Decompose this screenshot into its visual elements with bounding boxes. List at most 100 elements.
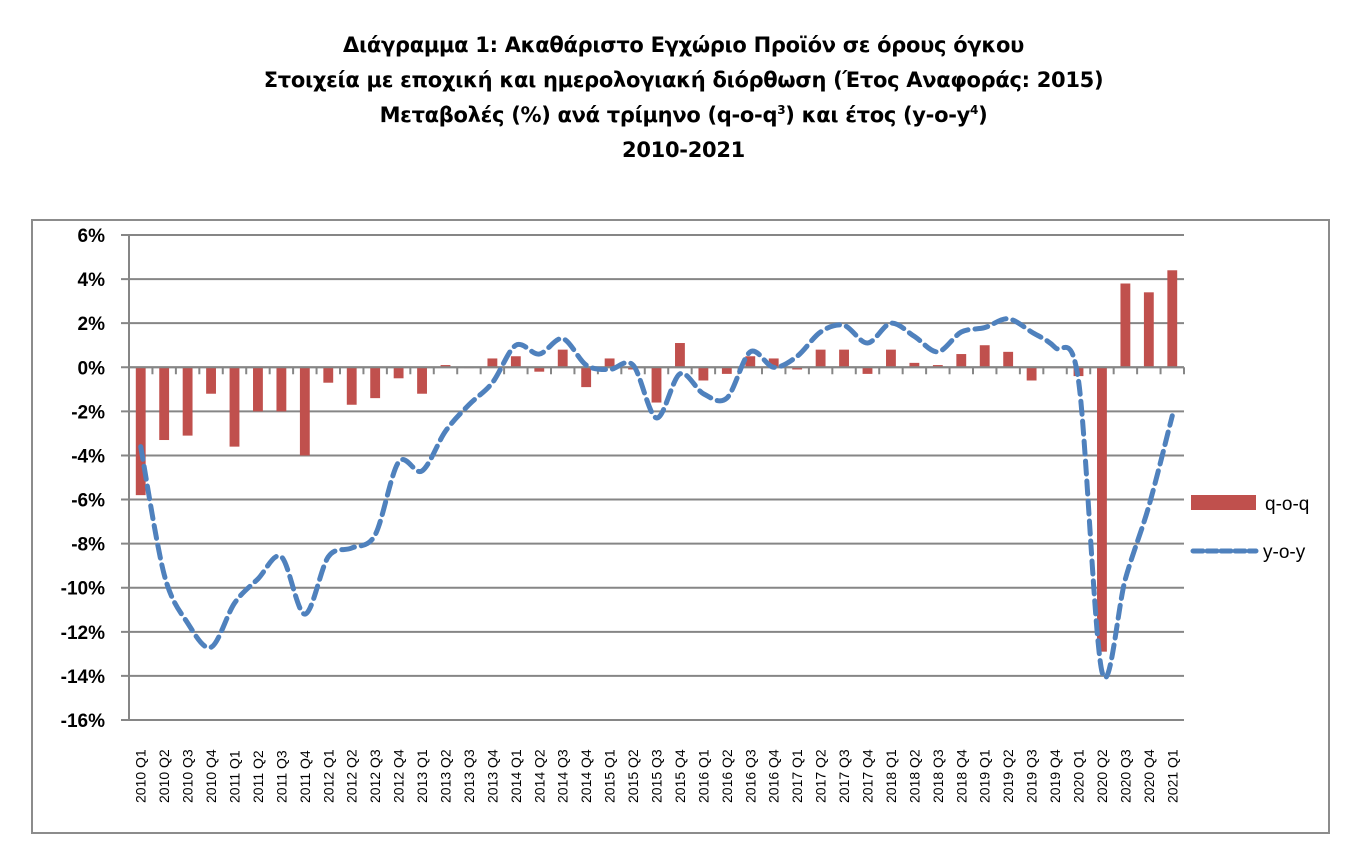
legend-label-qoq: q-o-q: [1265, 494, 1309, 515]
gridlines: [121, 234, 1184, 721]
x-tick-label: 2013 Q4: [484, 749, 500, 803]
y-tick-label: -14%: [61, 667, 105, 688]
x-tick-label: 2015 Q4: [672, 749, 688, 803]
footnote-4: 4: [970, 103, 979, 117]
x-tick-label: 2018 Q1: [883, 749, 899, 803]
chart-title: Διάγραμμα 1: Ακαθάριστο Εγχώριο Προϊόν σ…: [0, 28, 1367, 168]
x-tick-label: 2014 Q2: [531, 749, 547, 803]
x-tick-label: 2020 Q2: [1094, 749, 1110, 803]
qoq-bar: [768, 358, 779, 368]
x-tick-label: 2017 Q4: [860, 749, 876, 803]
y-tick-label: -12%: [61, 623, 105, 644]
qoq-bar: [253, 367, 263, 412]
qoq-bar: [510, 356, 521, 368]
x-tick-label: 2016 Q4: [766, 749, 782, 803]
x-tick-label: 2011 Q3: [273, 750, 289, 803]
y-tick-label: 2%: [78, 314, 106, 335]
qoq-bar: [886, 349, 896, 368]
legend-swatch-bar: [1191, 495, 1256, 510]
x-tick-label: 2020 Q4: [1141, 749, 1157, 803]
qoq-bar: [393, 367, 404, 379]
x-tick-label: 2015 Q3: [649, 749, 665, 803]
x-tick-label: 2018 Q3: [930, 749, 946, 803]
x-tick-label: 2014 Q1: [508, 749, 524, 803]
qoq-bar: [299, 367, 310, 456]
yoy-dashed-line: [138, 316, 1175, 681]
x-tick-label: 2021 Q1: [1164, 749, 1180, 803]
x-tick-label: 2011 Q4: [297, 750, 313, 803]
qoq-bar: [1097, 367, 1107, 652]
x-tick-label: 2019 Q4: [1047, 749, 1063, 803]
x-tick-label: 2019 Q1: [977, 749, 993, 803]
qoq-bar: [370, 367, 381, 399]
x-tick-label: 2011 Q2: [250, 750, 266, 803]
qoq-bar: [675, 343, 685, 368]
title-line-3: Μεταβολές (%) ανά τρίμηνο (q-o-q3) και έ…: [0, 98, 1367, 133]
y-tick-label: -4%: [71, 446, 105, 467]
x-tick-label: 2020 Q1: [1071, 749, 1087, 803]
x-tick-label: 2013 Q2: [438, 749, 454, 803]
x-tick-label: 2016 Q1: [695, 749, 711, 803]
qoq-bar: [745, 356, 756, 368]
title-line-3-part-c: ): [978, 103, 988, 127]
qoq-bar: [862, 367, 873, 374]
qoq-bar: [815, 349, 826, 368]
x-tick-label: 2017 Q3: [836, 749, 852, 803]
qoq-bar: [323, 367, 334, 383]
qoq-bar: [276, 367, 287, 412]
y-tick-label: 6%: [78, 226, 106, 247]
title-line-3-part-a: Μεταβολές (%) ανά τρίμηνο (q-o-q: [379, 103, 778, 127]
chart-frame: [31, 219, 1330, 834]
x-tick-label: 2015 Q1: [602, 749, 618, 803]
x-tick-label: 2012 Q1: [320, 749, 336, 803]
y-tick-label: -16%: [61, 711, 105, 732]
y-tick-label: -6%: [71, 491, 105, 512]
x-tick-label: 2014 Q4: [578, 749, 594, 803]
x-tick-label: 2017 Q2: [813, 749, 829, 803]
x-tick-label: 2010 Q1: [133, 749, 149, 803]
qoq-bar: [909, 362, 920, 368]
qoq-bar: [206, 367, 216, 394]
x-tick-label: 2016 Q2: [719, 749, 735, 803]
y-tick-label: -8%: [71, 535, 105, 556]
title-line-1: Διάγραμμα 1: Ακαθάριστο Εγχώριο Προϊόν σ…: [343, 33, 1024, 57]
x-tick-label: 2010 Q2: [156, 749, 172, 803]
legend: q-o-q y-o-y: [1190, 494, 1309, 563]
qoq-bar: [417, 367, 427, 394]
qoq-bar: [1143, 292, 1154, 368]
qoq-bar: [651, 367, 662, 403]
qoq-bar: [721, 367, 732, 374]
y-tick-label: -2%: [71, 402, 105, 423]
footnote-3: 3: [777, 103, 786, 117]
x-tick-label: 2012 Q2: [344, 749, 360, 803]
legend-label-yoy: y-o-y: [1263, 542, 1306, 563]
qoq-bar: [557, 349, 568, 368]
x-axis: [128, 366, 1185, 375]
y-tick-label: 0%: [78, 358, 106, 379]
x-tick-label: 2018 Q4: [953, 749, 969, 803]
qoq-bar: [534, 367, 545, 372]
y-tick-label: 4%: [78, 270, 106, 291]
qoq-bar: [182, 367, 193, 436]
qoq-bar: [440, 365, 451, 368]
x-axis-labels: 2010 Q1 2010 Q2 2010 Q3 2010 Q4 2011 Q1 2011 …: [133, 749, 1181, 803]
x-tick-label: 2016 Q3: [742, 749, 758, 803]
x-tick-label: 2019 Q2: [1000, 749, 1016, 803]
x-tick-label: 2014 Q3: [555, 749, 571, 803]
x-tick-label: 2012 Q3: [367, 749, 383, 803]
x-tick-label: 2015 Q2: [625, 749, 641, 803]
yoy-line: [138, 316, 1175, 681]
x-tick-label: 2011 Q1: [227, 750, 243, 803]
x-tick-label: 2013 Q1: [414, 749, 430, 803]
title-line-3-part-b: ) και έτος (y-o-y: [785, 103, 971, 127]
qoq-bar: [1003, 351, 1014, 368]
qoq-bar: [487, 358, 498, 368]
qoq-bar: [698, 367, 709, 381]
qoq-bar: [956, 354, 967, 368]
x-tick-label: 2017 Q1: [789, 749, 805, 803]
qoq-bar: [229, 367, 240, 447]
x-tick-label: 2012 Q4: [391, 749, 407, 803]
qoq-bar: [346, 367, 357, 405]
qoq-bar: [1120, 283, 1131, 368]
